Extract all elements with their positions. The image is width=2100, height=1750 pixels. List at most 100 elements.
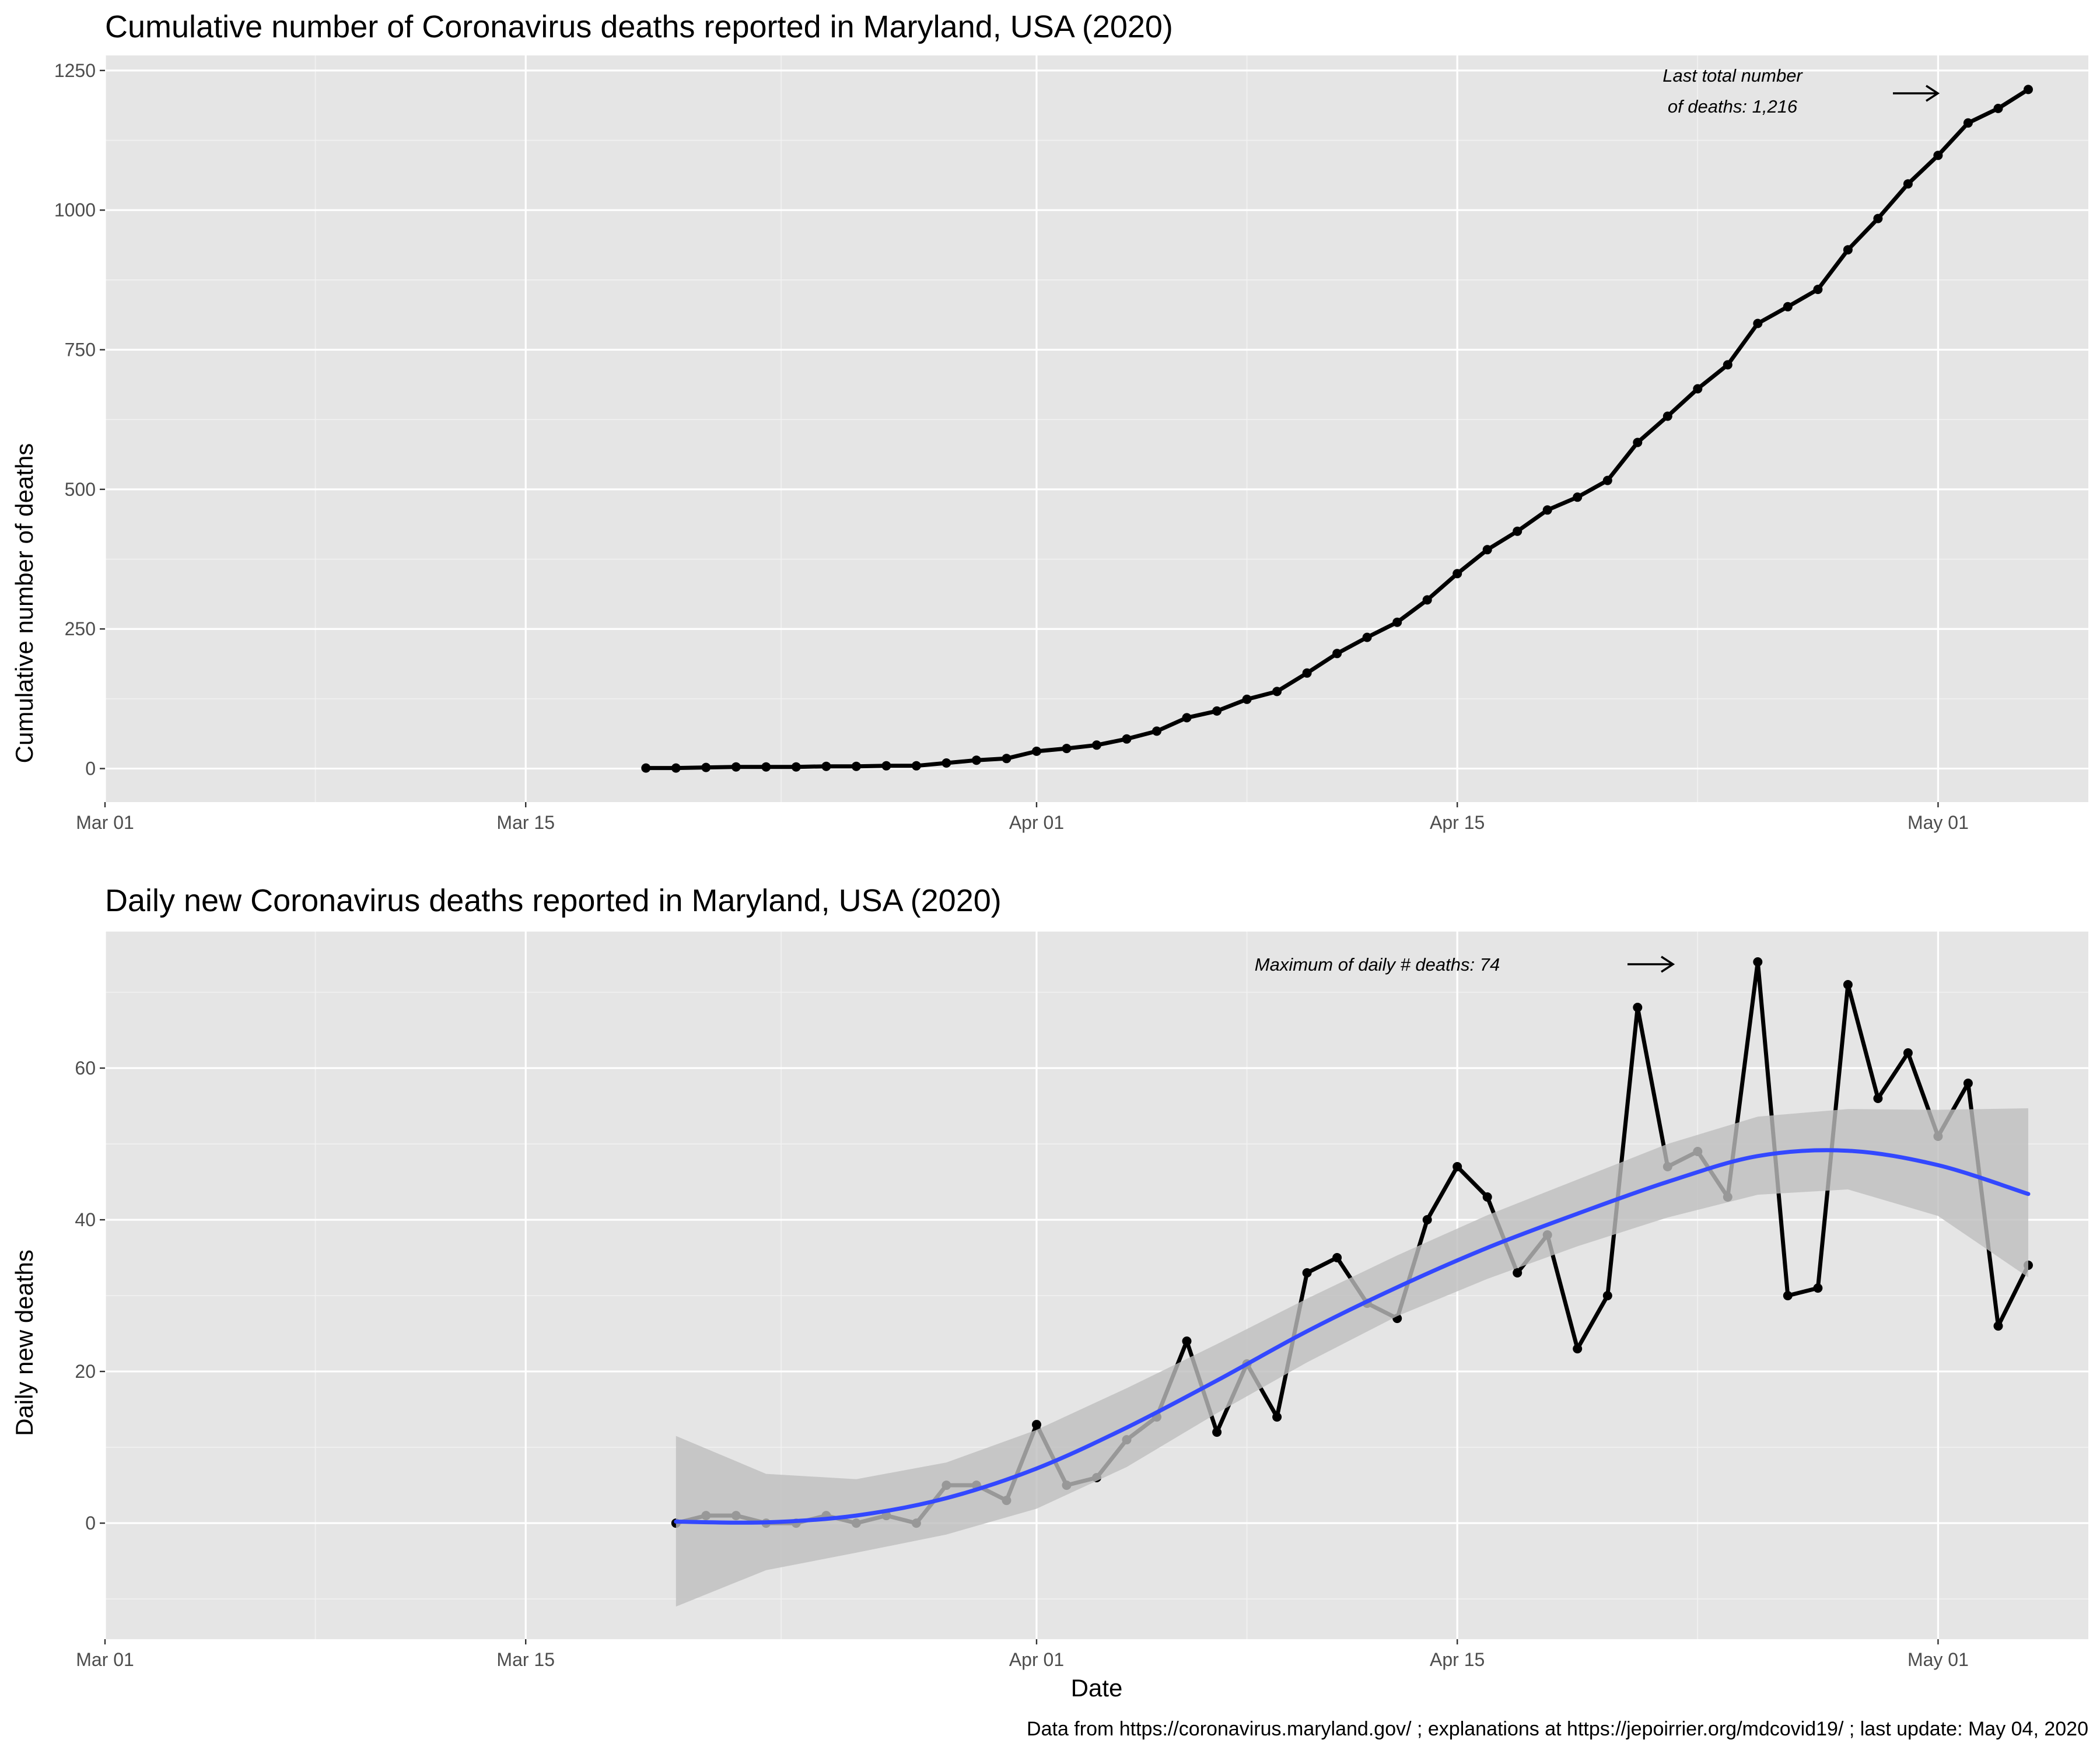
data-point — [1693, 384, 1703, 394]
data-point — [1753, 318, 1763, 328]
data-point — [1513, 1268, 1522, 1278]
data-point — [1482, 545, 1492, 555]
daily-deaths-chart: Daily new Coronavirus deaths reported in… — [10, 883, 2088, 1702]
data-point — [1723, 360, 1732, 370]
data-point — [731, 762, 741, 772]
data-point — [641, 763, 651, 773]
data-point — [1993, 1321, 2003, 1331]
data-point — [1092, 740, 1101, 750]
data-point — [1422, 595, 1432, 605]
annotation: Last total number of deaths: 1,216 — [1662, 65, 1940, 117]
data-point — [1182, 1336, 1192, 1346]
y-tick-label: 750 — [65, 340, 96, 360]
data-point — [761, 762, 771, 772]
data-layer — [671, 957, 2033, 1607]
data-point — [1633, 438, 1643, 447]
data-point — [1662, 411, 1672, 421]
y-tick-label: 20 — [75, 1361, 96, 1382]
data-point — [1602, 1291, 1612, 1301]
y-tick-label: 0 — [85, 758, 96, 779]
data-point — [1843, 245, 1853, 255]
x-tick-label: Mar 01 — [76, 1649, 134, 1670]
data-source-caption: Data from https://coronavirus.maryland.g… — [1027, 1718, 2088, 1740]
data-point — [1032, 746, 1041, 756]
y-axis-title: Daily new deaths — [10, 1250, 38, 1436]
data-point — [1573, 492, 1583, 502]
x-tick-label: Apr 15 — [1430, 812, 1485, 833]
arrow-icon — [1893, 85, 1940, 102]
data-point — [1422, 1215, 1432, 1224]
gridlines — [104, 932, 2088, 1639]
data-point — [1152, 726, 1161, 736]
data-point — [851, 761, 861, 771]
data-point — [1933, 150, 1943, 160]
data-point — [1542, 505, 1552, 515]
x-tick-label: Mar 01 — [76, 812, 134, 833]
annotation-line-1: Last total number — [1662, 65, 1803, 86]
data-point — [1032, 1420, 1041, 1430]
gridlines — [104, 55, 2088, 802]
x-tick-label: May 01 — [1908, 1649, 1969, 1670]
data-point — [1903, 1048, 1913, 1058]
smooth-trend-line — [674, 1148, 2031, 1525]
y-axis: 0 250 500 750 1000 1250 — [54, 60, 105, 779]
data-point — [971, 755, 981, 765]
data-point — [1392, 617, 1402, 627]
data-point — [1302, 1268, 1312, 1278]
data-point — [1633, 1003, 1643, 1012]
x-tick-label: Apr 01 — [1009, 1649, 1064, 1670]
data-point — [1452, 569, 1462, 579]
data-point — [1513, 526, 1522, 536]
data-point — [1873, 214, 1883, 223]
data-point — [1302, 668, 1312, 678]
data-point — [2024, 85, 2033, 94]
data-point — [671, 763, 681, 773]
data-point — [1212, 706, 1222, 716]
data-point — [1903, 179, 1913, 189]
data-point — [942, 758, 951, 768]
x-tick-label: Apr 01 — [1009, 812, 1064, 833]
data-point — [1783, 1291, 1793, 1301]
x-tick-label: Mar 15 — [496, 812, 555, 833]
data-point — [1242, 694, 1252, 704]
data-point — [1272, 687, 1282, 696]
data-point — [1062, 744, 1072, 754]
y-tick-label: 250 — [65, 618, 96, 639]
y-tick-label: 0 — [85, 1513, 96, 1534]
data-point — [911, 761, 921, 771]
data-point — [1843, 980, 1853, 989]
confidence-band — [676, 1108, 2028, 1607]
data-point — [701, 762, 711, 772]
data-point — [1813, 1283, 1823, 1293]
data-point — [1873, 1094, 1883, 1103]
chart-title: Cumulative number of Coronavirus deaths … — [105, 9, 1173, 44]
data-point — [1753, 957, 1763, 967]
y-tick-label: 1250 — [54, 60, 96, 81]
data-point — [821, 761, 831, 771]
x-tick-label: Mar 15 — [496, 1649, 555, 1670]
y-axis-title: Cumulative number of deaths — [10, 443, 38, 764]
data-point — [1452, 1162, 1462, 1171]
data-point — [1573, 1344, 1583, 1354]
data-point — [1002, 754, 1012, 764]
data-point — [1272, 1412, 1282, 1422]
x-tick-label: May 01 — [1908, 812, 1969, 833]
data-point — [1783, 302, 1793, 312]
plot-area — [105, 55, 2088, 802]
data-point — [1602, 475, 1612, 485]
y-tick-label: 40 — [75, 1209, 96, 1230]
data-point — [1122, 734, 1132, 744]
data-point — [881, 761, 891, 771]
data-point — [1963, 118, 1973, 128]
data-point — [1813, 285, 1823, 295]
data-point — [1332, 649, 1342, 659]
data-point — [1182, 713, 1192, 723]
x-axis: Mar 01 Mar 15 Apr 01 Apr 15 May 01 — [76, 802, 1969, 833]
data-point — [1212, 1427, 1222, 1437]
x-axis-title: Date — [1071, 1674, 1123, 1702]
data-point — [1482, 1192, 1492, 1202]
annotation-line-1: Maximum of daily # deaths: 74 — [1255, 954, 1500, 975]
data-point — [1362, 632, 1372, 642]
annotation-line-2: of deaths: 1,216 — [1668, 96, 1798, 117]
annotation: Maximum of daily # deaths: 74 — [1255, 954, 1675, 975]
